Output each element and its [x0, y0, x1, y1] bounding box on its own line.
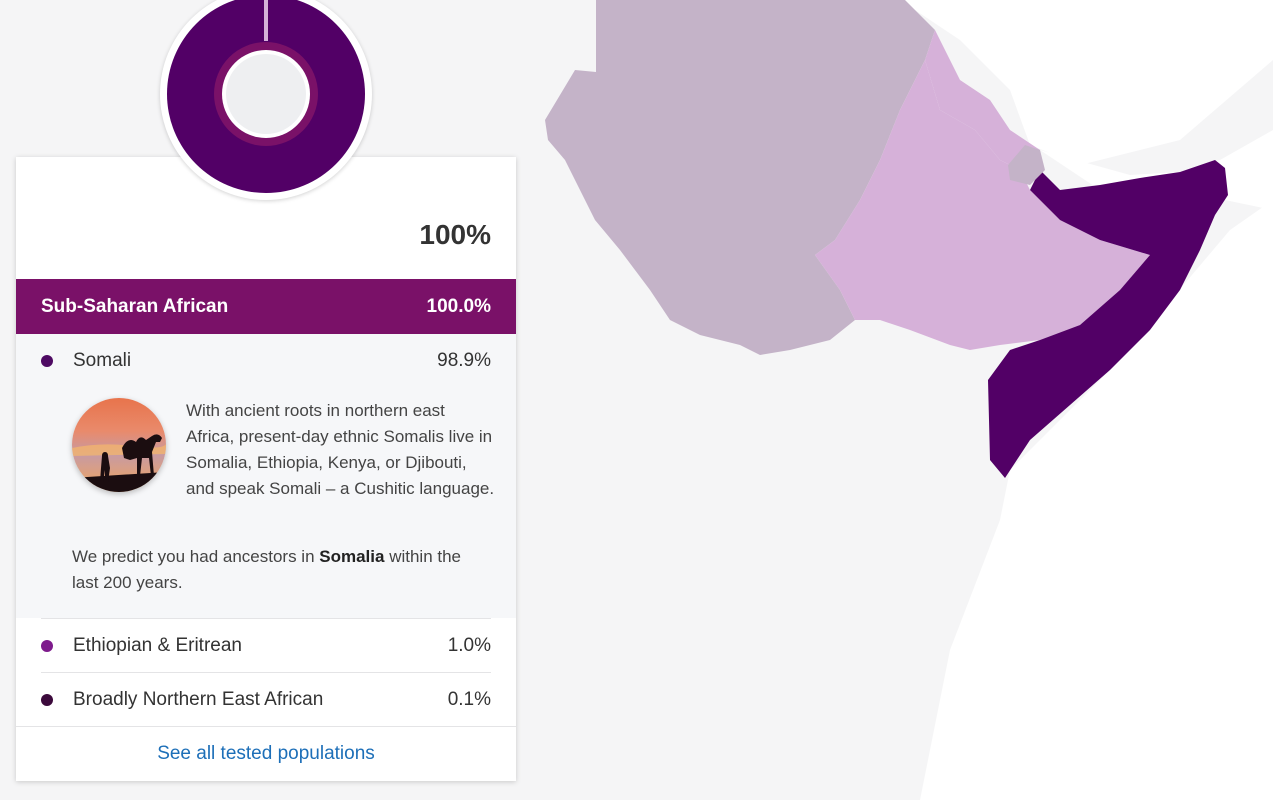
divider: [16, 726, 516, 727]
region-name: Sub-Saharan African: [41, 295, 229, 317]
legend-dot: [41, 694, 53, 706]
population-percent: 1.0%: [447, 635, 491, 656]
population-percent: 98.9%: [437, 350, 491, 371]
population-row-broadly-northern-east-african[interactable]: Broadly Northern East African 0.1%: [16, 673, 516, 727]
map-region-ethiopia: [815, 60, 1150, 350]
population-name: Ethiopian & Eritrean: [73, 635, 242, 656]
prediction-text-end: within the last 200 years.: [72, 547, 462, 592]
divider: [41, 672, 491, 673]
population-row-ethiopian-eritrean[interactable]: Ethiopian & Eritrean 1.0%: [16, 619, 516, 673]
population-name: Broadly Northern East African: [73, 689, 324, 710]
region-percent: 100.0%: [426, 295, 491, 317]
population-details-somali: Somali 98.9%: [16, 334, 516, 618]
legend-dot: [41, 640, 53, 652]
map-region-sudan: [545, 0, 935, 355]
map-region-eritrea: [905, 0, 1040, 170]
population-prediction: We predict you had ancestors in Somalia …: [72, 544, 492, 596]
divider: [41, 618, 491, 619]
map-ocean: [920, 200, 1273, 800]
ancestry-breakdown-card: 100% Sub-Saharan African 100.0% Somali 9…: [16, 157, 516, 781]
prediction-place: Somalia: [319, 547, 385, 566]
ancestry-donut-chart: [160, 0, 372, 200]
legend-dot: [41, 355, 53, 367]
see-all-populations-link[interactable]: See all tested populations: [157, 743, 375, 764]
map-region-somalia: [988, 160, 1228, 478]
total-percentage: 100%: [419, 219, 491, 250]
population-row-somali[interactable]: Somali 98.9%: [16, 334, 516, 388]
map-arabia: [900, 0, 1273, 165]
region-sub-saharan-african[interactable]: Sub-Saharan African 100.0%: [16, 279, 516, 334]
camel-sunset-photo-icon: [72, 398, 166, 492]
prediction-text: We predict you had ancestors in: [72, 547, 320, 566]
population-name: Somali: [73, 350, 132, 371]
map-region-djibouti: [1008, 145, 1045, 185]
population-percent: 0.1%: [447, 689, 491, 710]
donut-center: [226, 54, 306, 134]
donut-slice-marker: [264, 0, 268, 41]
population-photo: [72, 398, 166, 492]
population-description: With ancient roots in northern east Afri…: [186, 401, 495, 498]
